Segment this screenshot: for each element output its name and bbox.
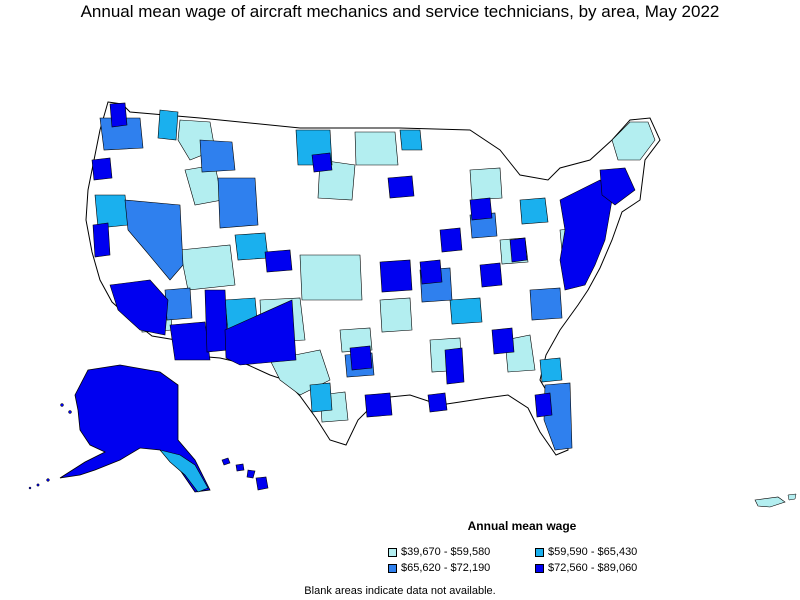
legend-label: $72,560 - $89,060 <box>548 562 638 574</box>
legend-item: $59,590 - $65,430 <box>535 546 637 558</box>
map-title: Annual mean wage of aircraft mechanics a… <box>80 2 720 21</box>
legend-label: $59,590 - $65,430 <box>548 546 638 558</box>
legend-item: $72,560 - $89,060 <box>535 562 637 574</box>
legend-item: $39,670 - $59,580 <box>388 546 490 558</box>
puerto-rico-shape <box>754 496 786 508</box>
hawaii-islands <box>221 457 269 491</box>
legend-swatch <box>535 547 544 557</box>
alaska-southeast-section <box>159 449 209 493</box>
legend-label: $39,670 - $59,580 <box>401 546 491 558</box>
wage-band-4-regions <box>91 102 636 418</box>
aleutian-islands <box>28 403 72 490</box>
legend-item: $65,620 - $72,190 <box>388 562 490 574</box>
legend-swatch <box>388 547 397 557</box>
legend-swatch <box>388 563 397 573</box>
legend-label: $65,620 - $72,190 <box>401 562 491 574</box>
virgin-islands-shape <box>787 493 797 501</box>
legend-swatch <box>535 563 544 573</box>
footnote: Blank areas indicate data not available. <box>304 585 496 597</box>
legend-title: Annual mean wage <box>467 519 577 533</box>
